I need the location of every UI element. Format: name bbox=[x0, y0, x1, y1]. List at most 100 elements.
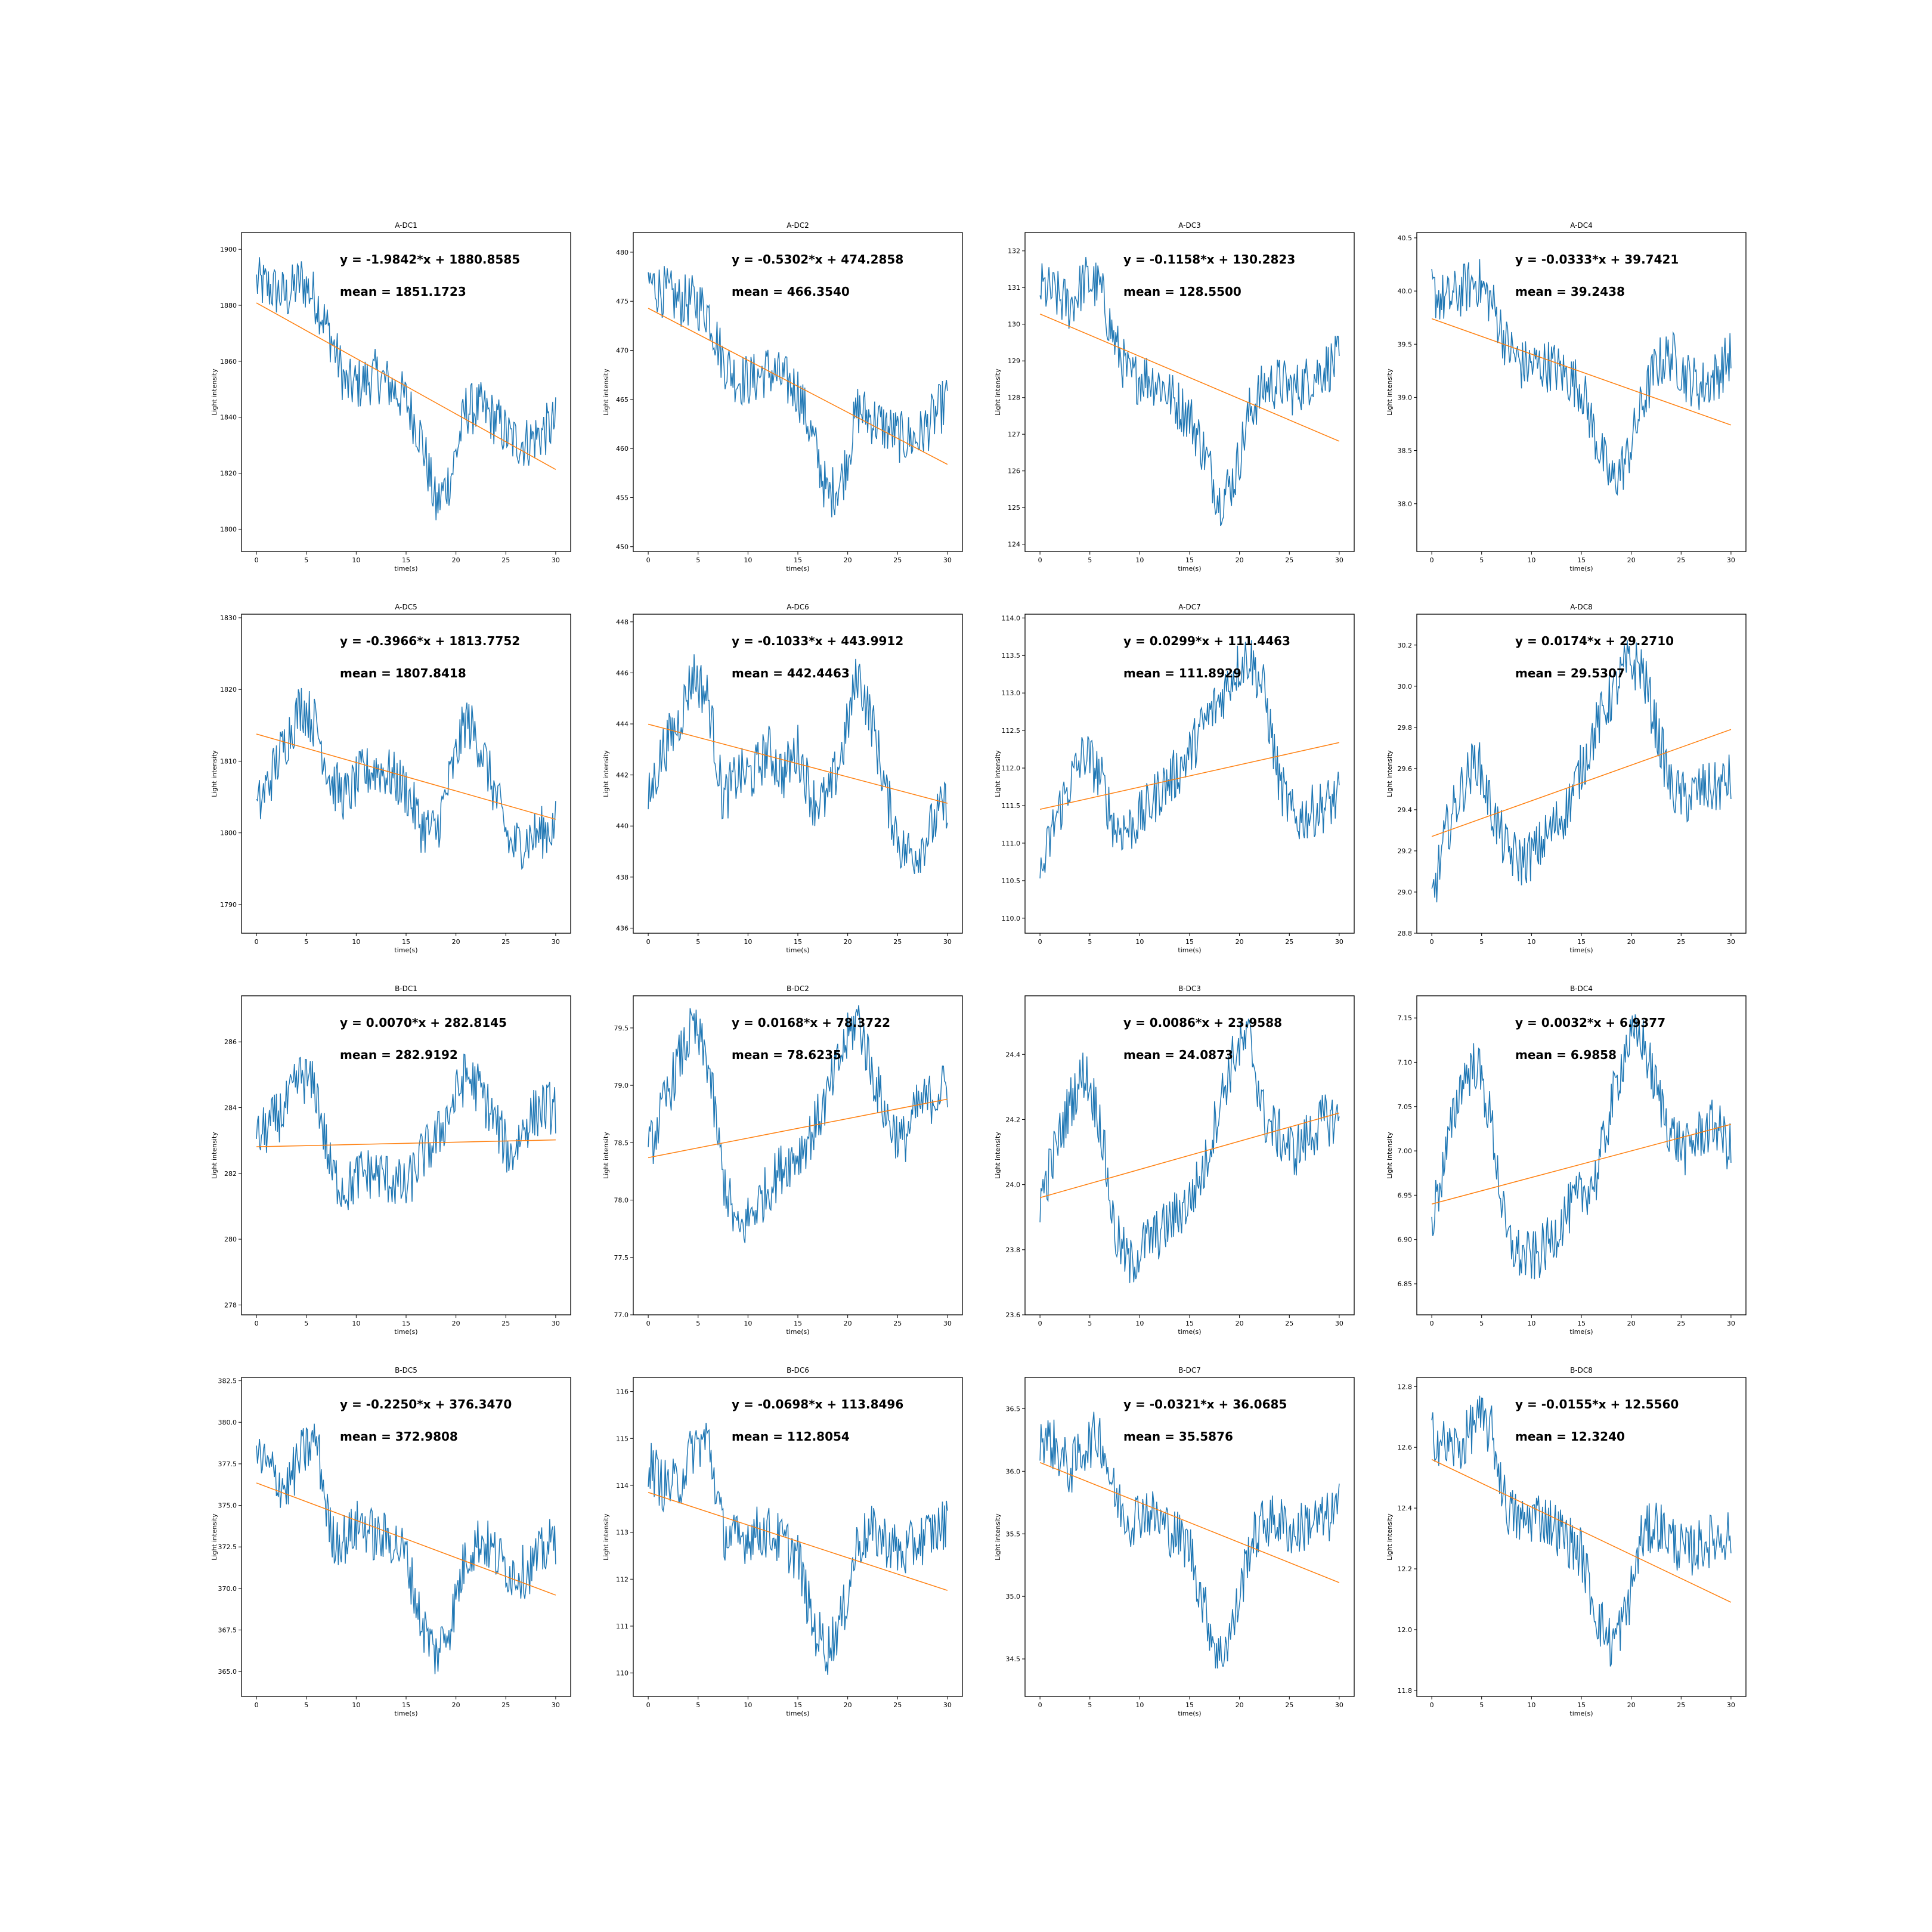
signal-line bbox=[1039, 640, 1340, 879]
y-tick-label: 24.4 bbox=[1006, 1051, 1021, 1058]
y-tick-label: 382.5 bbox=[218, 1377, 237, 1385]
y-tick-label: 39.0 bbox=[1398, 394, 1413, 401]
x-tick-label: 30 bbox=[1335, 556, 1343, 564]
axes-frame bbox=[241, 1377, 571, 1697]
fit-equation-label: y = -0.2250*x + 376.3470 bbox=[340, 1397, 512, 1411]
x-tick-label: 30 bbox=[552, 1320, 560, 1327]
y-tick-label: 375.0 bbox=[218, 1502, 237, 1510]
x-tick-label: 25 bbox=[893, 556, 902, 564]
x-tick-label: 10 bbox=[744, 1701, 752, 1709]
y-tick-label: 24.0 bbox=[1006, 1181, 1021, 1189]
x-tick-label: 30 bbox=[552, 556, 560, 564]
subplot-title: A-DC5 bbox=[395, 603, 417, 611]
x-axis-label: time(s) bbox=[394, 1710, 417, 1717]
mean-label: mean = 1851.1723 bbox=[340, 284, 466, 299]
fit-equation-label: y = 0.0174*x + 29.2710 bbox=[1515, 634, 1674, 648]
subplot-title: B-DC2 bbox=[787, 984, 809, 993]
x-tick-label: 10 bbox=[1135, 1701, 1144, 1709]
y-tick-label: 40.5 bbox=[1398, 234, 1413, 242]
x-axis-label: time(s) bbox=[394, 946, 417, 954]
x-tick-label: 20 bbox=[844, 1701, 852, 1709]
y-tick-label: 125 bbox=[1008, 504, 1020, 512]
y-axis-label: Light intensity bbox=[602, 369, 610, 416]
y-tick-label: 1860 bbox=[220, 358, 237, 366]
y-tick-label: 112.0 bbox=[1002, 764, 1021, 772]
signal-line bbox=[648, 654, 948, 875]
subplot-b-dc8: B-DC8 0 5 10 15 20 25 30 11.8 12.0 12.2 12.4 12.6 12.… bbox=[1386, 1366, 1747, 1717]
mean-label: mean = 442.4463 bbox=[732, 666, 850, 680]
x-axis-label: time(s) bbox=[394, 565, 417, 572]
y-tick-label: 29.8 bbox=[1398, 724, 1413, 732]
x-tick-label: 5 bbox=[304, 556, 308, 564]
y-tick-label: 23.8 bbox=[1006, 1246, 1021, 1254]
y-tick-label: 6.95 bbox=[1398, 1191, 1413, 1199]
y-tick-label: 28.8 bbox=[1398, 930, 1413, 937]
y-tick-label: 12.4 bbox=[1398, 1504, 1413, 1512]
x-tick-label: 25 bbox=[893, 1701, 902, 1709]
y-tick-label: 112 bbox=[616, 1575, 628, 1583]
x-tick-label: 5 bbox=[304, 1701, 308, 1709]
fit-line bbox=[256, 1482, 556, 1596]
fit-line bbox=[648, 723, 948, 804]
axes-frame bbox=[633, 995, 963, 1315]
x-tick-label: 10 bbox=[1135, 1320, 1144, 1327]
y-tick-label: 1790 bbox=[220, 901, 237, 909]
y-tick-label: 77.5 bbox=[614, 1254, 629, 1262]
fit-line bbox=[648, 1098, 948, 1159]
x-tick-label: 20 bbox=[1236, 1320, 1244, 1327]
y-tick-label: 280 bbox=[224, 1236, 237, 1243]
y-tick-label: 460 bbox=[616, 445, 628, 453]
x-tick-label: 0 bbox=[646, 938, 651, 946]
x-tick-label: 30 bbox=[943, 1320, 952, 1327]
x-tick-label: 25 bbox=[1285, 1701, 1293, 1709]
y-tick-label: 129 bbox=[1008, 357, 1020, 365]
y-tick-label: 12.2 bbox=[1398, 1565, 1413, 1573]
x-tick-label: 0 bbox=[1430, 1320, 1434, 1327]
subplot-a-dc4: A-DC4 0 5 10 15 20 25 30 38.0 38.5 39.0 39.5 40.0 40.… bbox=[1386, 221, 1747, 572]
signal-line bbox=[256, 257, 556, 521]
y-tick-label: 130 bbox=[1008, 321, 1020, 329]
signal-line bbox=[1431, 1014, 1732, 1280]
axes-frame bbox=[1416, 995, 1747, 1315]
x-axis-label: time(s) bbox=[1569, 1328, 1593, 1336]
y-axis-label: Light intensity bbox=[210, 750, 218, 797]
subplot-title: B-DC4 bbox=[1570, 984, 1593, 993]
subplot-b-dc1: B-DC1 0 5 10 15 20 25 30 278 280 282 284 286 time(s) L… bbox=[210, 984, 571, 1336]
x-tick-label: 5 bbox=[696, 1320, 700, 1327]
subplot-b-dc7: B-DC7 0 5 10 15 20 25 30 34.5 35.0 35.5 36.0 36.5 tim… bbox=[994, 1366, 1355, 1717]
x-tick-label: 5 bbox=[1088, 1701, 1092, 1709]
x-tick-label: 30 bbox=[1727, 556, 1735, 564]
y-tick-label: 286 bbox=[224, 1038, 237, 1046]
x-tick-label: 5 bbox=[696, 1701, 700, 1709]
y-tick-label: 111.5 bbox=[1002, 802, 1021, 810]
fit-line bbox=[1431, 1123, 1732, 1205]
y-tick-label: 112.5 bbox=[1002, 727, 1021, 735]
fit-equation-label: y = -0.0155*x + 12.5560 bbox=[1515, 1397, 1679, 1411]
fit-line bbox=[256, 302, 556, 470]
y-tick-label: 444 bbox=[616, 720, 628, 728]
y-tick-label: 34.5 bbox=[1006, 1655, 1021, 1663]
x-tick-label: 0 bbox=[1430, 1701, 1434, 1709]
x-tick-label: 20 bbox=[1236, 1701, 1244, 1709]
y-tick-label: 438 bbox=[616, 874, 628, 881]
y-tick-label: 6.90 bbox=[1398, 1236, 1413, 1244]
subplot-a-dc3: A-DC3 0 5 10 15 20 25 30 124 125 126 127 128 129 130 13… bbox=[994, 221, 1355, 572]
y-tick-label: 113.5 bbox=[1002, 652, 1021, 660]
fit-equation-label: y = -1.9842*x + 1880.8585 bbox=[340, 252, 520, 267]
axes-frame bbox=[633, 614, 963, 934]
x-tick-label: 25 bbox=[1285, 938, 1293, 946]
x-tick-label: 5 bbox=[1088, 1320, 1092, 1327]
y-tick-label: 127 bbox=[1008, 431, 1020, 438]
x-tick-label: 20 bbox=[1627, 556, 1636, 564]
x-tick-label: 10 bbox=[1527, 938, 1535, 946]
mean-label: mean = 1807.8418 bbox=[340, 666, 466, 680]
fit-equation-label: y = -0.0698*x + 113.8496 bbox=[732, 1397, 903, 1411]
y-tick-label: 78.5 bbox=[614, 1139, 629, 1147]
x-tick-label: 30 bbox=[1335, 938, 1343, 946]
y-tick-label: 7.00 bbox=[1398, 1147, 1413, 1155]
y-tick-label: 465 bbox=[616, 396, 628, 404]
y-tick-label: 1830 bbox=[220, 614, 237, 622]
x-tick-label: 0 bbox=[255, 1701, 259, 1709]
x-tick-label: 0 bbox=[1038, 1701, 1042, 1709]
x-tick-label: 15 bbox=[794, 556, 802, 564]
